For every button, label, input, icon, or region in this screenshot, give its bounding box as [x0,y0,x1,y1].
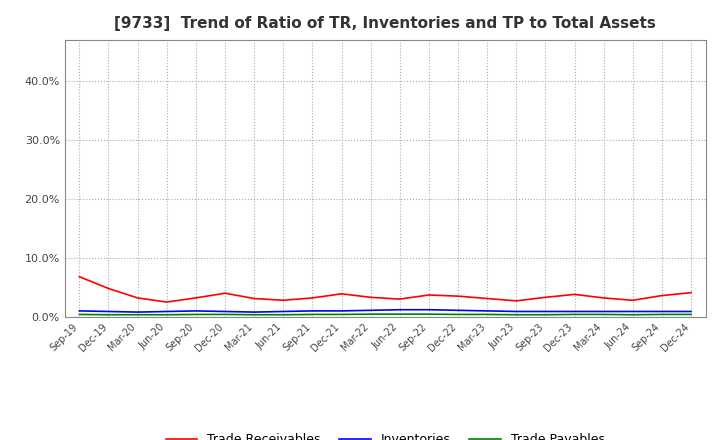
Line: Trade Receivables: Trade Receivables [79,277,691,302]
Trade Receivables [250,296,258,301]
Trade Payables [454,312,462,317]
Trade Receivables [483,296,492,301]
Inventories [250,309,258,315]
Trade Payables [366,312,375,317]
Inventories [220,309,229,314]
Inventories [133,309,142,315]
Trade Receivables [599,295,608,301]
Trade Payables [75,312,84,317]
Trade Payables [279,312,287,317]
Trade Payables [541,312,550,317]
Trade Receivables [75,274,84,279]
Trade Receivables [395,297,404,302]
Inventories [687,309,696,314]
Trade Receivables [512,298,521,304]
Trade Receivables [308,295,317,301]
Trade Payables [599,312,608,317]
Trade Payables [483,312,492,317]
Trade Receivables [657,293,666,298]
Inventories [104,309,113,314]
Trade Payables [395,312,404,317]
Trade Payables [163,312,171,317]
Trade Payables [657,312,666,317]
Inventories [192,308,200,314]
Trade Payables [133,312,142,317]
Trade Payables [570,312,579,317]
Trade Payables [425,312,433,317]
Inventories [279,309,287,314]
Trade Receivables [629,297,637,303]
Trade Receivables [163,299,171,304]
Trade Receivables [425,292,433,297]
Trade Receivables [337,291,346,297]
Inventories [599,309,608,314]
Trade Receivables [192,295,200,301]
Trade Receivables [279,297,287,303]
Trade Receivables [366,295,375,300]
Line: Inventories: Inventories [79,310,691,312]
Inventories [75,308,84,314]
Trade Payables [104,312,113,317]
Inventories [512,309,521,314]
Trade Receivables [570,292,579,297]
Trade Payables [512,312,521,317]
Inventories [570,309,579,314]
Trade Payables [337,312,346,317]
Inventories [308,308,317,314]
Trade Payables [250,312,258,317]
Inventories [541,309,550,314]
Title: [9733]  Trend of Ratio of TR, Inventories and TP to Total Assets: [9733] Trend of Ratio of TR, Inventories… [114,16,656,32]
Trade Receivables [541,295,550,300]
Trade Payables [220,312,229,317]
Inventories [454,308,462,313]
Trade Receivables [104,286,113,291]
Trade Payables [192,312,200,317]
Inventories [163,309,171,314]
Trade Receivables [454,293,462,299]
Legend: Trade Receivables, Inventories, Trade Payables: Trade Receivables, Inventories, Trade Pa… [161,429,610,440]
Inventories [425,307,433,312]
Inventories [366,308,375,313]
Line: Trade Payables: Trade Payables [79,314,691,315]
Trade Payables [308,312,317,317]
Trade Receivables [133,295,142,301]
Trade Receivables [687,290,696,295]
Inventories [629,309,637,314]
Trade Payables [629,312,637,317]
Inventories [395,307,404,312]
Inventories [337,308,346,314]
Inventories [483,308,492,314]
Inventories [657,309,666,314]
Trade Payables [687,312,696,317]
Trade Receivables [220,290,229,296]
